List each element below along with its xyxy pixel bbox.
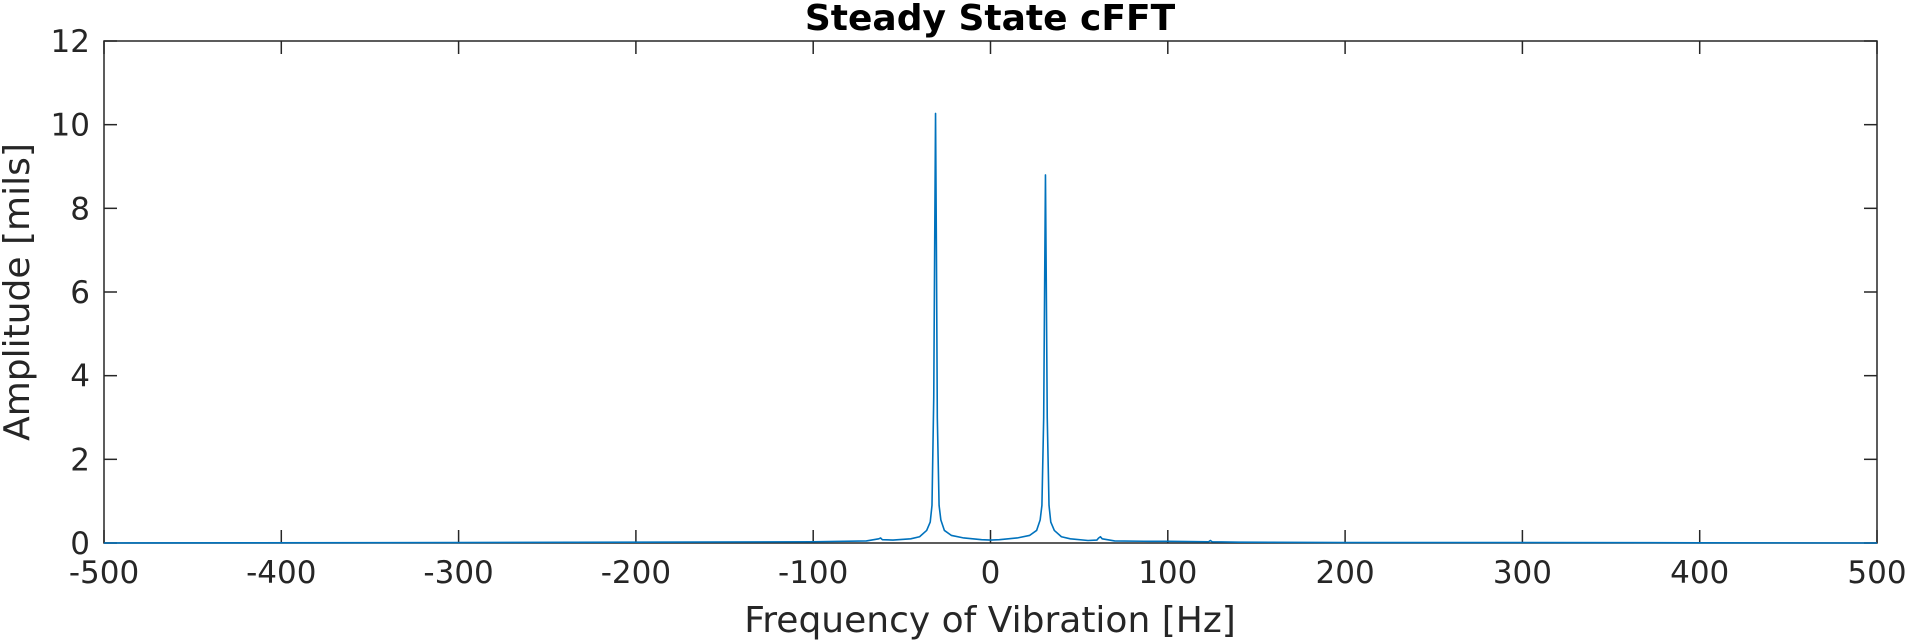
y-tick-label: 8 [70,191,90,227]
x-tick-label: 500 [1847,555,1906,591]
x-tick-label: 100 [1138,555,1197,591]
x-tick-label: -100 [778,555,848,591]
ticks-layer: -500 -400 -300 -200 -100 0 100 200 300 400 500 0 2 4 6… [51,24,1906,591]
x-tick-label: 200 [1316,555,1375,591]
x-tick-label: 400 [1670,555,1729,591]
y-tick-label: 2 [70,442,90,478]
plot-area [103,40,1878,544]
x-tick-label: 300 [1493,555,1552,591]
y-axis-label: Amplitude [mils] [0,143,38,441]
series-line [103,112,1878,544]
x-tick-label: -300 [423,555,493,591]
y-tick-label: 6 [70,275,90,311]
y-tick-label: 10 [51,108,90,144]
x-tick-label: -200 [601,555,671,591]
chart-title: Steady State cFFT [805,0,1176,39]
y-tick-label: 12 [51,24,90,60]
x-tick-label: -500 [69,555,139,591]
x-tick-label: 0 [981,555,1001,591]
y-tick-label: 4 [70,359,90,395]
x-tick-label: -400 [246,555,316,591]
y-tick-label: 0 [70,526,90,562]
series-layer [103,112,1878,544]
x-axis-label: Frequency of Vibration [Hz] [744,600,1236,640]
